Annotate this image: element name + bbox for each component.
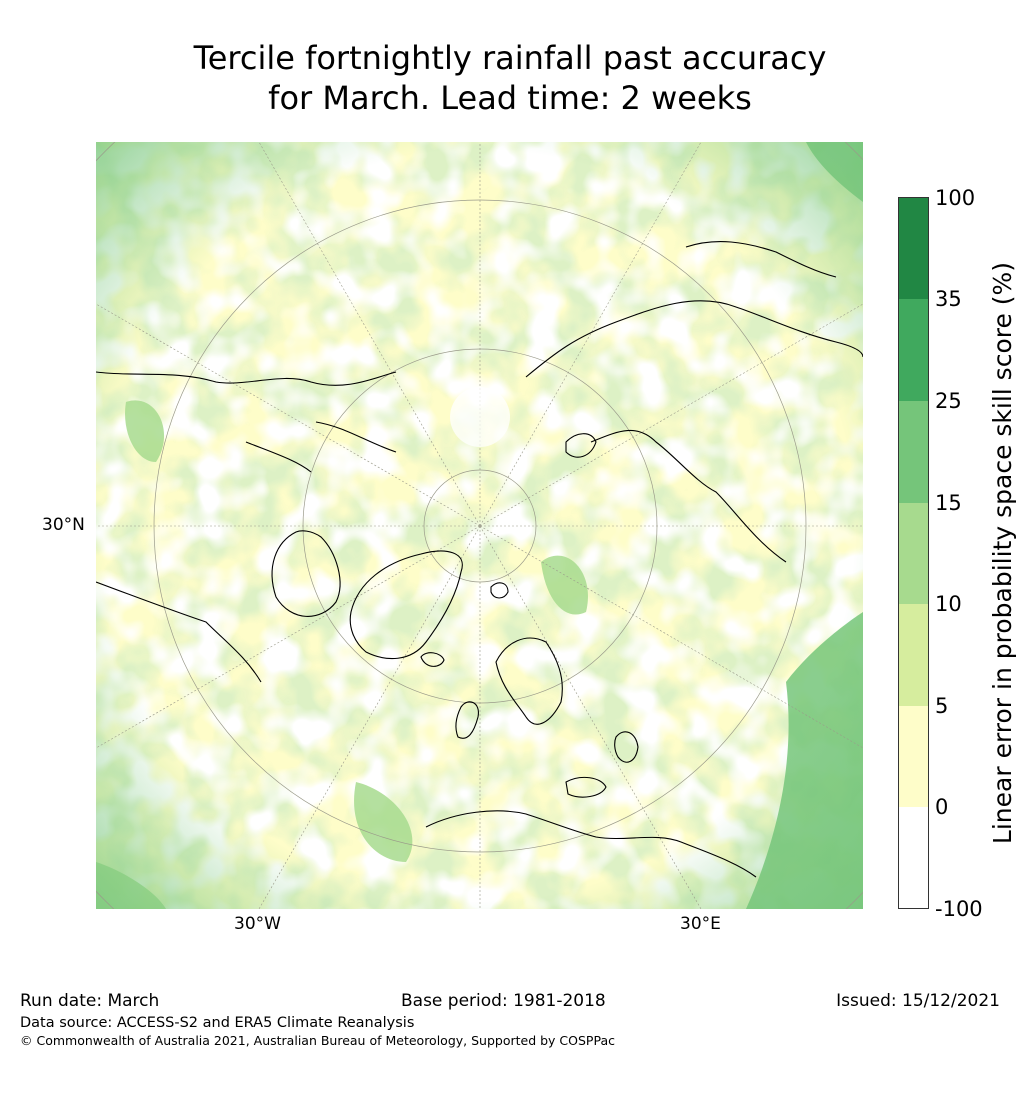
north-america-coast: [96, 371, 397, 683]
colorbar-tick-35: 35: [935, 287, 962, 311]
colorbar-tick-5: 5: [935, 694, 949, 718]
asia-interior-coast: [590, 429, 787, 563]
iceland-coast: [420, 652, 445, 667]
caspian-coast: [614, 731, 639, 763]
colorbar-bin-5-10: [899, 604, 928, 706]
colorbar-bin-10-15: [899, 503, 928, 604]
copyright: © Commonwealth of Australia 2021, Austra…: [20, 1033, 615, 1048]
black-sea-coast: [565, 776, 607, 798]
meridian-lines: [96, 142, 863, 909]
data-source: Data source: ACCESS-S2 and ERA5 Climate …: [20, 1015, 415, 1031]
polar-negative-skill-patch: [450, 387, 510, 447]
colorbar-bin-neg100-0: [899, 807, 928, 908]
novaya-zemlya-coast: [565, 433, 597, 458]
coastlines: [96, 241, 863, 878]
colorbar-tick-25: 25: [935, 389, 962, 413]
kamchatka-coast: [685, 241, 837, 278]
svalbard-coast: [490, 582, 509, 599]
lon-label-30w: 30°W: [234, 914, 281, 934]
colorbar-tick-neg100: -100: [935, 897, 983, 921]
issued-date: Issued: 15/12/2021: [836, 991, 1000, 1011]
map-title: Tercile fortnightly rainfall past accura…: [0, 38, 1020, 118]
title-line-1: Tercile fortnightly rainfall past accura…: [193, 39, 827, 77]
greenland-coast: [349, 550, 463, 660]
colorbar-bin-25-35: [899, 299, 928, 401]
colorbar-tick-100: 100: [935, 186, 976, 210]
hudson-bay-coast: [271, 530, 341, 617]
colorbar-title-text: Linear error in probability space skill …: [988, 261, 1017, 845]
base-period: Base period: 1981-2018: [401, 991, 606, 1011]
colorbar-tick-15: 15: [935, 491, 962, 515]
scandinavia-coast: [495, 637, 563, 725]
run-date: Run date: March: [20, 991, 160, 1011]
title-line-2: for March. Lead time: 2 weeks: [268, 79, 752, 117]
lon-label-30e: 30°E: [680, 914, 721, 934]
map-canvas: [96, 142, 863, 909]
colorbar-bin-15-25: [899, 401, 928, 503]
colorbar-bin-0-5: [899, 706, 928, 807]
lat-label-30n: 30°N: [42, 515, 85, 535]
europe-south-coast: [425, 810, 757, 878]
colorbar: [898, 197, 929, 909]
colorbar-tick-0: 0: [935, 795, 949, 819]
colorbar-bin-35-100: [899, 198, 928, 299]
colorbar-tick-10: 10: [935, 592, 962, 616]
siberia-coast: [525, 300, 863, 378]
british-isles-coast: [455, 701, 479, 739]
polar-map: [96, 142, 863, 909]
